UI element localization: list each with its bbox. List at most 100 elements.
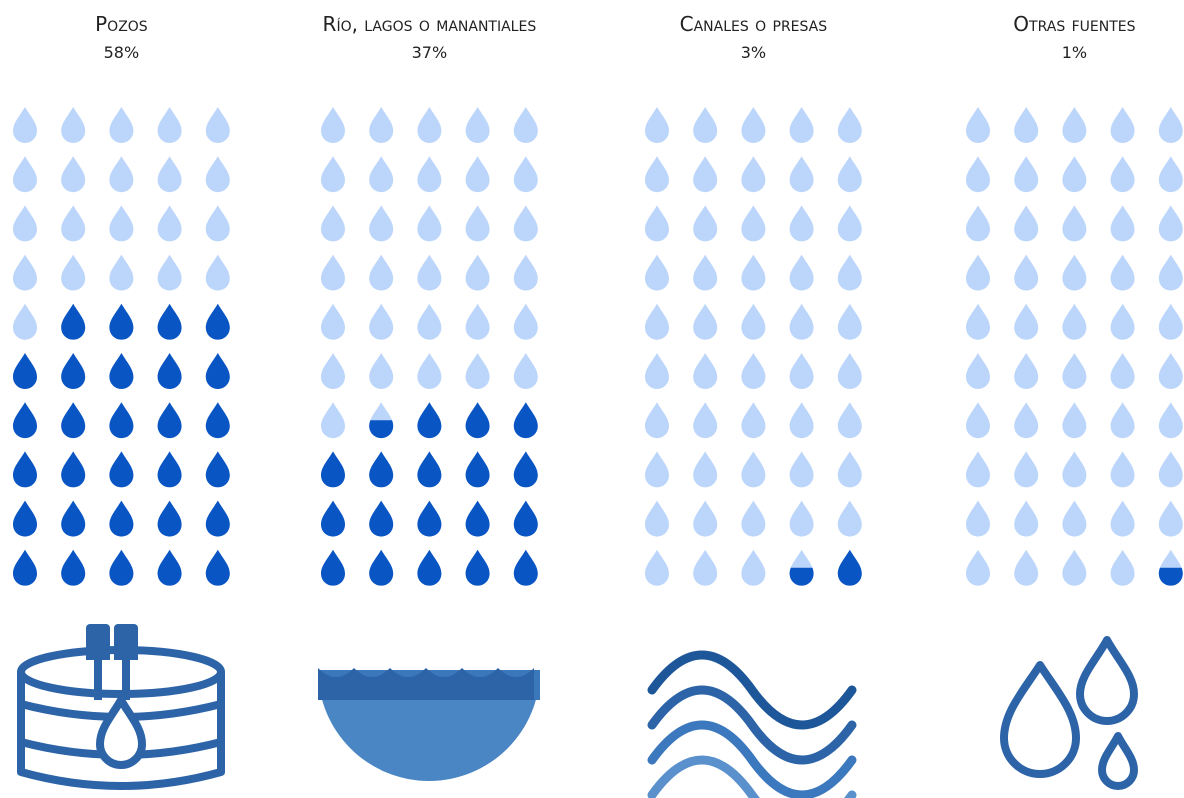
drop bbox=[1158, 107, 1183, 143]
drop-empty bbox=[741, 353, 766, 389]
drop bbox=[1158, 549, 1183, 586]
drop bbox=[157, 303, 182, 340]
drop-empty bbox=[645, 107, 669, 143]
drop-empty bbox=[1062, 500, 1087, 537]
drop-empty bbox=[1158, 303, 1183, 340]
drop bbox=[645, 353, 669, 389]
drop bbox=[1014, 303, 1039, 340]
drop-empty bbox=[13, 205, 37, 242]
drop-empty bbox=[465, 205, 490, 242]
drop-empty bbox=[966, 549, 990, 586]
drop bbox=[645, 549, 669, 586]
panel-title: Río, lagos o manantiales 37% bbox=[304, 8, 554, 66]
drop-filled bbox=[465, 451, 490, 488]
drop-filled bbox=[837, 549, 862, 586]
drop-empty bbox=[741, 303, 766, 340]
drop-empty bbox=[1110, 107, 1135, 143]
drop bbox=[1158, 353, 1183, 389]
drop-empty bbox=[645, 549, 669, 586]
drop bbox=[369, 549, 394, 586]
drop-empty bbox=[1062, 156, 1087, 193]
drop bbox=[693, 353, 718, 389]
drop-empty bbox=[966, 205, 990, 242]
drop-empty bbox=[741, 402, 766, 439]
drop bbox=[417, 353, 442, 389]
drop-filled bbox=[369, 500, 394, 537]
drop-filled bbox=[13, 549, 37, 586]
drop bbox=[205, 549, 230, 586]
drop-empty bbox=[61, 205, 86, 242]
drop-empty bbox=[13, 156, 37, 193]
drop bbox=[645, 500, 669, 537]
drop bbox=[1158, 451, 1183, 488]
drop bbox=[369, 451, 394, 488]
drop-empty bbox=[1062, 402, 1087, 439]
drop bbox=[417, 156, 442, 193]
drop bbox=[61, 451, 86, 488]
drop bbox=[1014, 500, 1039, 537]
drop bbox=[837, 254, 862, 291]
drop bbox=[369, 156, 394, 193]
drop bbox=[1062, 107, 1087, 143]
drop-empty bbox=[1014, 107, 1039, 143]
drop bbox=[1014, 205, 1039, 242]
drop-empty bbox=[1014, 156, 1039, 193]
drop-filled bbox=[369, 420, 394, 439]
drop-empty bbox=[693, 254, 718, 291]
drop-empty bbox=[369, 107, 394, 143]
drop-empty bbox=[741, 254, 766, 291]
drop bbox=[109, 451, 134, 488]
category-label: Canales o presas bbox=[679, 12, 828, 36]
drop bbox=[321, 303, 345, 340]
drop bbox=[693, 107, 718, 143]
drop bbox=[321, 107, 345, 143]
drop-empty bbox=[1014, 303, 1039, 340]
drop bbox=[369, 353, 394, 389]
drop-empty bbox=[1014, 205, 1039, 242]
drop bbox=[693, 549, 718, 586]
drop-filled bbox=[157, 402, 182, 439]
drop-filled bbox=[109, 549, 134, 586]
drop bbox=[321, 549, 345, 586]
drop-empty bbox=[741, 500, 766, 537]
drop-empty bbox=[1110, 303, 1135, 340]
drop-empty bbox=[645, 402, 669, 439]
drop-empty bbox=[789, 451, 814, 488]
drop bbox=[417, 402, 442, 439]
drop bbox=[966, 254, 990, 291]
drop-filled bbox=[109, 500, 134, 537]
drop-filled bbox=[417, 500, 442, 537]
drop-empty bbox=[1062, 205, 1087, 242]
value-label: 37% bbox=[411, 43, 448, 62]
drop bbox=[13, 549, 37, 586]
drop-filled bbox=[13, 353, 37, 389]
drop bbox=[321, 205, 345, 242]
drop bbox=[465, 549, 490, 586]
drop-filled bbox=[61, 303, 86, 340]
drop bbox=[1110, 254, 1135, 291]
drop bbox=[645, 107, 669, 143]
drop-empty bbox=[789, 353, 814, 389]
drop bbox=[1158, 254, 1183, 291]
drop-empty bbox=[1110, 549, 1135, 586]
drop bbox=[321, 500, 345, 537]
drop bbox=[693, 500, 718, 537]
drop-empty bbox=[837, 205, 862, 242]
drop-empty bbox=[369, 353, 394, 389]
drop bbox=[741, 156, 766, 193]
drop bbox=[61, 303, 86, 340]
drop-empty bbox=[837, 254, 862, 291]
drop-filled bbox=[205, 303, 230, 340]
drop bbox=[13, 156, 37, 193]
drop-empty bbox=[789, 254, 814, 291]
drop-filled bbox=[465, 402, 490, 439]
drop bbox=[741, 303, 766, 340]
drop-empty bbox=[465, 107, 490, 143]
drop-empty bbox=[369, 156, 394, 193]
value-label: 3% bbox=[740, 43, 767, 62]
drop bbox=[465, 205, 490, 242]
drop-filled bbox=[465, 500, 490, 537]
value-label: 58% bbox=[103, 43, 140, 62]
drop-empty bbox=[417, 254, 442, 291]
